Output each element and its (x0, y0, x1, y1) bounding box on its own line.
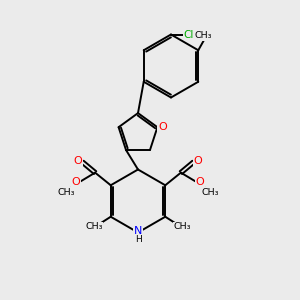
Text: N: N (134, 226, 142, 236)
Text: CH₃: CH₃ (173, 223, 191, 232)
Text: CH₃: CH₃ (195, 31, 212, 40)
Text: O: O (74, 156, 82, 166)
Text: Cl: Cl (184, 29, 194, 40)
Text: O: O (158, 122, 167, 132)
Text: CH₃: CH₃ (57, 188, 75, 197)
Text: CH₃: CH₃ (85, 223, 103, 232)
Text: O: O (194, 156, 202, 166)
Text: H: H (135, 235, 141, 244)
Text: CH₃: CH₃ (201, 188, 219, 197)
Text: O: O (196, 177, 205, 187)
Text: O: O (71, 177, 80, 187)
